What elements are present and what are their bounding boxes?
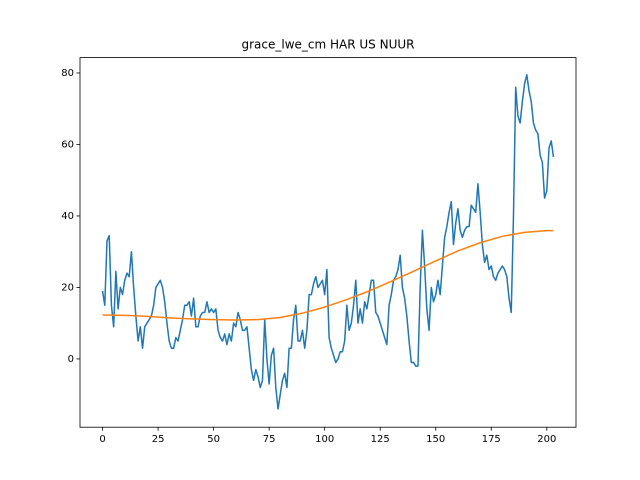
x-tick-label: 200	[537, 434, 556, 445]
y-tick-label: 20	[61, 282, 74, 293]
x-tick-label: 125	[371, 434, 390, 445]
axes-frame	[79, 57, 577, 428]
data-line	[102, 229, 554, 321]
data-line	[101, 74, 555, 410]
chart-title: grace_lwe_cm HAR US NUUR	[242, 38, 415, 52]
y-tick-label: 40	[61, 211, 74, 222]
y-tick-label: 80	[61, 68, 74, 79]
x-tick-label: 175	[482, 434, 501, 445]
x-tick-label: 50	[207, 434, 220, 445]
x-tick-label: 25	[152, 434, 165, 445]
x-tick-label: 100	[315, 434, 334, 445]
x-tick-label: 150	[426, 434, 445, 445]
x-tick-label: 75	[263, 434, 276, 445]
y-tick-label: 60	[61, 139, 74, 150]
x-tick-label: 0	[99, 434, 105, 445]
y-tick-label: 0	[68, 354, 74, 365]
